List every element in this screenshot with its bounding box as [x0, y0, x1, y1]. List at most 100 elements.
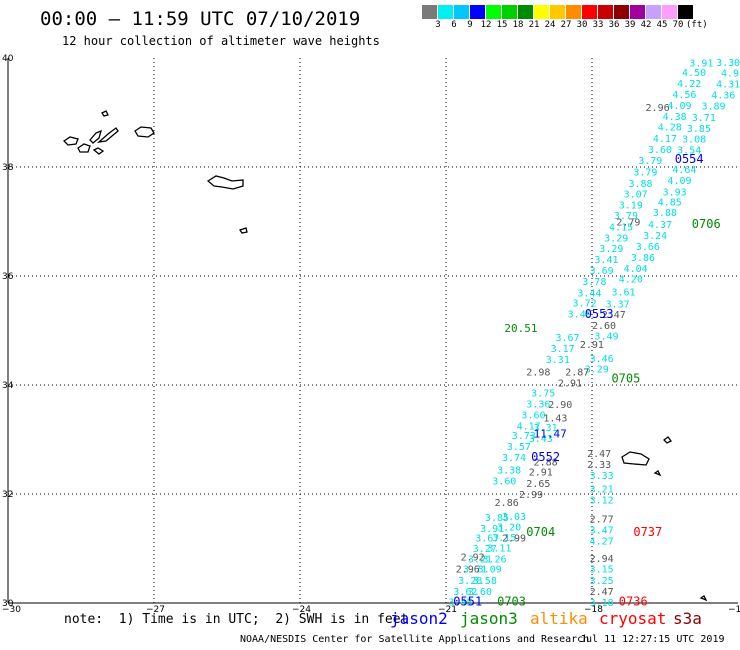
swh-value: 3.49 — [568, 310, 592, 321]
swh-value: 3.49 — [594, 331, 618, 342]
swh-value: 4.97 — [721, 69, 740, 80]
swh-value: 3.38 — [497, 465, 521, 476]
lon-tick-label: −24 — [292, 605, 311, 615]
swh-value: 3.30 — [716, 58, 740, 69]
legend-swatch — [438, 5, 454, 19]
island-outline — [621, 451, 650, 466]
swh-value: 2.99 — [502, 534, 526, 545]
island-outline — [96, 127, 119, 143]
swh-value: 3.11 — [487, 543, 511, 554]
island-outline — [101, 110, 109, 117]
swh-value: 3.19 — [619, 201, 643, 212]
color-scale-legend: 3 6 9 12 15 18 21 24 27 30 33 36 39 42 45 70 (ft) — [422, 5, 708, 33]
swh-value: 3.44 — [577, 288, 601, 299]
swh-value: 3.37 — [606, 299, 630, 310]
swh-value: 4.28 — [658, 123, 682, 134]
pass-time-label: 0706 — [692, 217, 721, 231]
swh-value: 2.96 — [456, 565, 480, 576]
legend-swatch — [598, 5, 614, 19]
swh-value: 2.33 — [587, 460, 611, 471]
legend-swatch — [646, 5, 662, 19]
lon-tick-label: −21 — [438, 605, 457, 615]
swh-value: 4.50 — [682, 68, 706, 79]
legend-label: 45 — [656, 20, 668, 30]
swh-value: 4.09 — [667, 176, 691, 187]
swh-value: 2.79 — [616, 218, 640, 229]
swh-value: 3.25 — [590, 576, 614, 587]
legend-swatch — [454, 5, 470, 19]
swh-value: 3.31 — [534, 423, 558, 434]
swh-value: 3.31 — [546, 355, 570, 366]
legend-label: 15 — [496, 20, 508, 30]
swh-value: 2.87 — [565, 367, 589, 378]
lat-tick-label: 34 — [2, 381, 14, 391]
footer-credit: NOAA/NESDIS Center for Satellite Applica… — [240, 634, 590, 645]
pass-time-label: 0703 — [497, 594, 526, 608]
swh-value: 2.60 — [592, 321, 616, 332]
legend-label: 3 — [435, 20, 441, 30]
swh-value: 2.92 — [461, 553, 485, 564]
lat-tick-label: 38 — [2, 163, 14, 173]
legend-swatch — [550, 5, 566, 19]
swh-value: 4.17 — [653, 134, 677, 145]
swh-value: 3.29 — [585, 365, 609, 376]
swh-value: 3.60 — [521, 410, 545, 421]
swh-value: 3.88 — [653, 208, 677, 219]
satellite-altika-label: altika — [530, 609, 588, 628]
swh-value: 3.67 — [475, 534, 499, 545]
swh-value: 3.91 — [480, 524, 504, 535]
swh-value: 3.75 — [531, 389, 555, 400]
note-text: note: 1) Time is in UTC; 2) SWH is in fe… — [64, 612, 409, 627]
legend-label: 12 — [480, 20, 492, 30]
legend-swatch — [582, 5, 598, 19]
swh-value: 3.91 — [689, 58, 713, 69]
swh-value: 3.21 — [468, 554, 492, 565]
legend-swatch — [534, 5, 550, 19]
swh-value: 3.08 — [682, 135, 706, 146]
swh-value: 4.04 — [624, 264, 648, 275]
island-outline — [62, 136, 79, 146]
legend-label: 42 — [640, 20, 652, 30]
island-outline — [653, 470, 662, 477]
swh-value: 3.54 — [677, 146, 701, 157]
swh-value: 2.47 — [590, 587, 614, 598]
swh-value: 3.24 — [643, 231, 667, 242]
legend-label: 18 — [512, 20, 524, 30]
swh-value: 3.07 — [624, 190, 648, 201]
swh-value: 4.31 — [716, 80, 740, 91]
swh-value: 3.12 — [590, 495, 614, 506]
swh-value: 3.57 — [507, 442, 531, 453]
legend-swatch — [470, 5, 486, 19]
legend-label: 9 — [467, 20, 473, 30]
swh-value: 3.60 — [468, 587, 492, 598]
swh-value: 3.15 — [492, 533, 516, 544]
legend-swatch — [566, 5, 582, 19]
swh-value: 2.88 — [534, 457, 558, 468]
swh-value: 2.86 — [495, 498, 519, 509]
legend-swatch — [422, 5, 438, 19]
satellite-jason2-label: jason2 — [390, 609, 448, 628]
swh-value: 3.72 — [573, 299, 597, 310]
legend-swatch — [518, 5, 534, 19]
swh-value: 3.28 — [458, 576, 482, 587]
swh-value: 3.58 — [473, 576, 497, 587]
legend-swatch — [630, 5, 646, 19]
lat-tick-label: 40 — [2, 54, 14, 64]
legend-label: 21 — [528, 20, 540, 30]
legend-swatch — [662, 5, 678, 19]
swh-value: 3.79 — [638, 156, 662, 167]
pass-time-label: 0552 — [531, 450, 560, 464]
satellite-cryosat-label: cryosat — [599, 609, 667, 628]
swh-value: 3.29 — [604, 233, 628, 244]
observation-labels: 3.453.623.283.713.213.273.673.913.853.60… — [448, 58, 740, 609]
legend-label: 30 — [576, 20, 588, 30]
swh-value: 4.17 — [517, 421, 541, 432]
island-outline — [77, 143, 91, 153]
pass-time-label: 0554 — [675, 152, 704, 166]
swh-value: 4.64 — [672, 165, 696, 176]
map-frame — [7, 58, 738, 604]
legend-label: 27 — [560, 20, 572, 30]
lon-tick-label: −30 — [2, 605, 21, 615]
swh-value: 3.74 — [502, 453, 526, 464]
